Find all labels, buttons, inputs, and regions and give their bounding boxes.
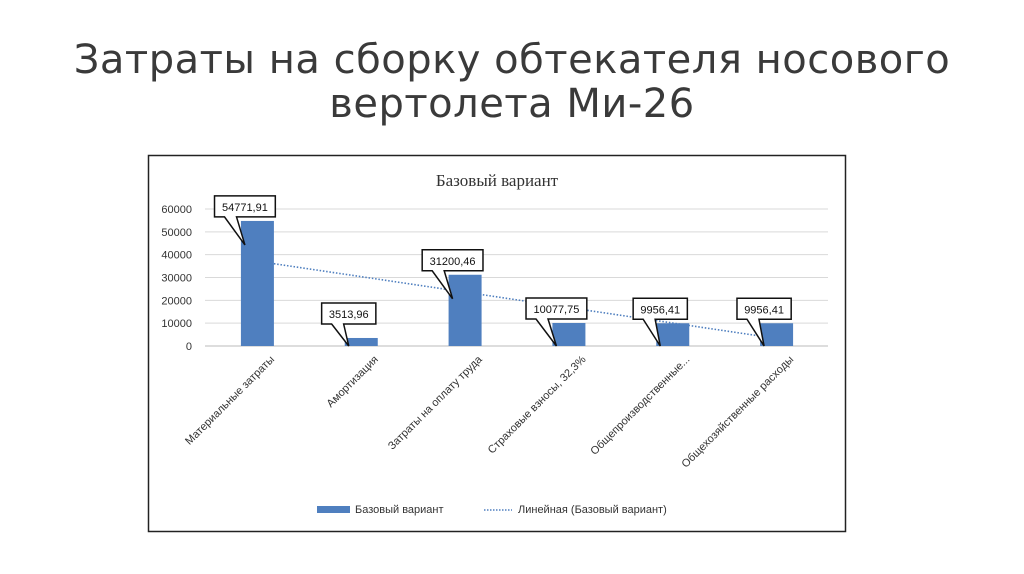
y-tick-label: 40000: [161, 250, 192, 262]
y-tick-label: 30000: [161, 273, 192, 285]
data-label: 9956,41: [744, 304, 784, 316]
legend-label-trend: Линейная (Базовый вариант): [518, 504, 667, 516]
slide-title-line1: Затраты на сборку обтекателя носового: [73, 37, 951, 83]
bar: [344, 337, 378, 346]
bar: [448, 274, 482, 346]
legend: Базовый вариант Линейная (Базовый вариан…: [317, 504, 667, 516]
y-tick-label: 0: [186, 341, 192, 353]
callout-box: [525, 297, 588, 347]
chart-title: Базовый вариант: [436, 171, 559, 190]
data-label-callout: 9956,41: [632, 297, 689, 347]
bar: [760, 323, 794, 346]
bar: [656, 323, 690, 346]
callout-box: [736, 297, 792, 347]
data-label: 31200,46: [430, 256, 476, 268]
slide-title-line2: вертолета Ми-26: [329, 81, 695, 127]
slide-title: Затраты на сборку обтекателя носового ве…: [0, 38, 1024, 126]
data-label-callout: 9956,41: [736, 297, 792, 347]
y-tick-label: 10000: [161, 318, 192, 330]
data-label-callout: 54771,91: [213, 195, 277, 246]
callout-box: [421, 249, 484, 300]
bar: [240, 220, 274, 346]
y-tick-label: 60000: [161, 204, 192, 216]
data-label: 3513,96: [329, 309, 369, 321]
callout-box: [632, 297, 689, 347]
bar: [552, 322, 586, 346]
data-label: 54771,91: [222, 202, 268, 214]
legend-swatch-bar: [317, 506, 350, 513]
legend-label-series: Базовый вариант: [355, 504, 444, 516]
data-label-callout: 3513,96: [320, 302, 377, 347]
data-label: 9956,41: [640, 304, 680, 316]
callout-box: [320, 302, 377, 347]
callout-box: [213, 195, 277, 246]
data-label-callout: 10077,75: [525, 297, 588, 347]
y-tick-label: 50000: [161, 227, 192, 239]
y-tick-label: 20000: [161, 295, 192, 307]
data-label: 10077,75: [533, 304, 579, 316]
data-label-callout: 31200,46: [421, 249, 484, 300]
